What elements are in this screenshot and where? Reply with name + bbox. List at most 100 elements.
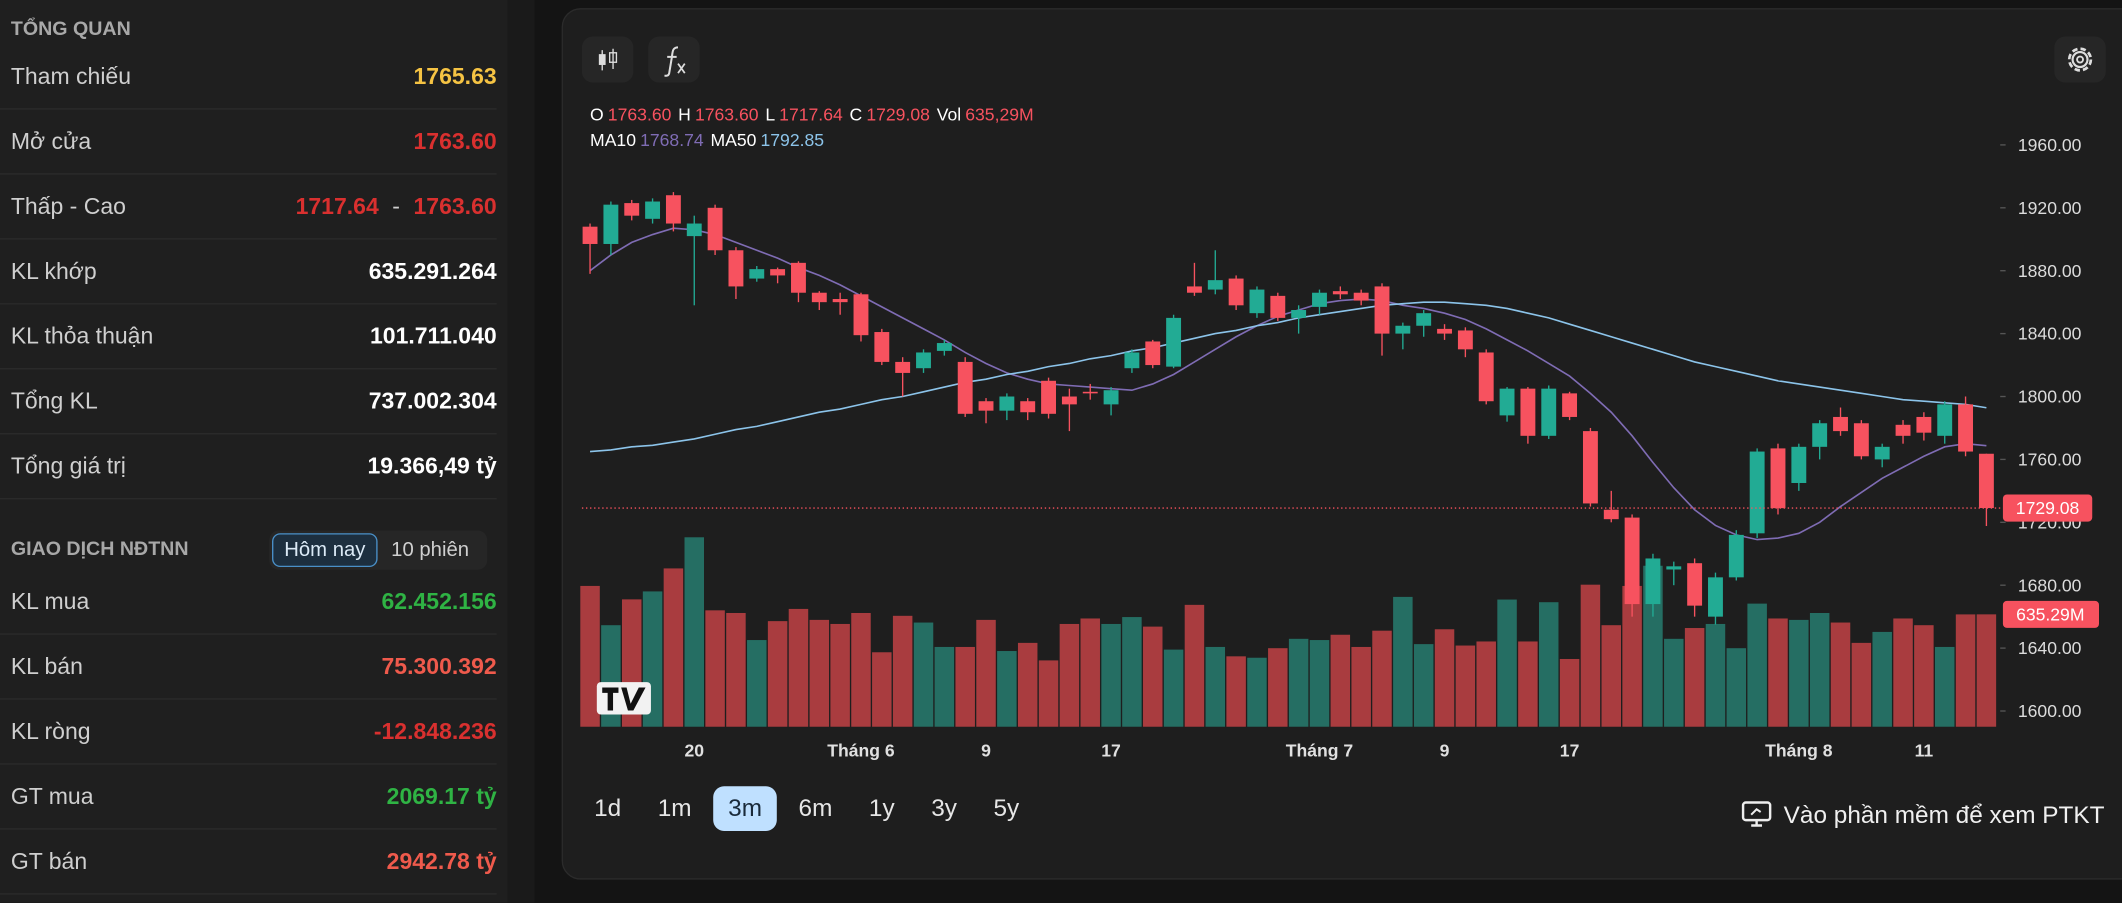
candle-body xyxy=(1145,341,1161,366)
range-button[interactable]: 3m xyxy=(713,786,777,831)
y-tick-label: 1920.00 xyxy=(2018,198,2082,218)
candle-body xyxy=(957,361,973,414)
volume-bar xyxy=(1080,618,1100,727)
range-button[interactable]: 1d xyxy=(594,794,622,822)
candle-body xyxy=(1958,404,1974,452)
row-value: 2942.78 tỷ xyxy=(386,847,497,874)
volume-bar xyxy=(1872,631,1892,727)
candle-body xyxy=(1416,313,1432,326)
volume-bar xyxy=(1809,612,1830,727)
indicator-tool[interactable] xyxy=(648,36,700,83)
candle-body xyxy=(1457,330,1473,350)
row-value: 1763.60 xyxy=(413,127,497,154)
candle-body xyxy=(1499,388,1515,416)
tv-logo xyxy=(596,682,651,715)
candle-body xyxy=(1395,325,1411,334)
range-button[interactable]: 3y xyxy=(931,794,957,822)
range-button[interactable]: 5y xyxy=(993,794,1020,822)
volume-bar xyxy=(1851,642,1872,727)
volume-bar xyxy=(1309,640,1330,727)
volume-tag-label: 635.29M xyxy=(2016,604,2084,624)
candle-body xyxy=(582,226,598,244)
volume-bar xyxy=(684,537,704,727)
volume-bar xyxy=(1288,638,1309,727)
open-software-link[interactable]: Vào phần mềm để xem PTKT xyxy=(1740,800,2105,830)
volume-bar xyxy=(1684,628,1705,727)
candle-body xyxy=(1437,328,1452,334)
candle-body xyxy=(749,269,765,279)
ma-line xyxy=(589,227,1987,541)
candle-body xyxy=(1312,292,1327,307)
y-tick-label: 1640.00 xyxy=(2018,638,2082,658)
volume-bar xyxy=(1914,625,1934,727)
row-label: KL thỏa thuận xyxy=(10,322,154,349)
volume-bar xyxy=(1476,641,1496,727)
volume-bar xyxy=(1059,623,1080,727)
volume-bar xyxy=(1934,646,1955,727)
candle-body xyxy=(811,292,827,303)
volume-bar xyxy=(1038,660,1059,727)
candle-body xyxy=(999,396,1015,411)
row-label: Tổng KL xyxy=(10,387,98,414)
row-value: 2069.17 tỷ xyxy=(386,782,497,809)
candle-body xyxy=(1041,380,1056,414)
candle-body xyxy=(1791,446,1807,483)
settings-button[interactable] xyxy=(2054,36,2106,83)
volume-bar xyxy=(1413,644,1434,727)
candle-body xyxy=(1562,393,1578,417)
candle-body xyxy=(853,294,869,336)
x-tick-label: Tháng 6 xyxy=(827,741,895,761)
volume-bar xyxy=(976,619,996,727)
candle-tool[interactable] xyxy=(581,36,634,83)
info-row: GT mua 2069.17 tỷ xyxy=(0,765,497,830)
row-value: 19.366,49 tỷ xyxy=(367,452,497,479)
info-panel: TỔNG QUAN GIAO DỊCH NĐTNN Hôm nay 10 phiê… xyxy=(0,0,508,903)
candle-body xyxy=(1228,278,1244,306)
row-value: 1717.64-1763.60 xyxy=(296,193,497,220)
volume-bar xyxy=(726,612,746,727)
range-button[interactable]: 1y xyxy=(868,794,895,822)
tab[interactable]: Hôm nay xyxy=(272,533,378,568)
candle-body xyxy=(1249,289,1265,314)
legend-value: 1729.08 xyxy=(866,104,930,125)
row-label: KL khớp xyxy=(10,257,97,284)
x-tick-label: 9 xyxy=(981,741,991,761)
volume-bar xyxy=(851,612,871,727)
candle-body xyxy=(1520,388,1536,436)
row-label: Mở cửa xyxy=(10,127,92,154)
candle-body xyxy=(1332,291,1348,295)
range-button[interactable]: 1m xyxy=(657,794,692,822)
price-tag xyxy=(2002,494,2093,522)
candle-body xyxy=(1749,451,1765,534)
legend-key: H xyxy=(678,104,691,125)
volume-bar xyxy=(788,608,809,727)
candle-body xyxy=(1978,453,1994,509)
candle-body xyxy=(791,262,806,293)
volume-tag xyxy=(2002,600,2099,628)
legend-value: 1768.74 xyxy=(640,129,704,151)
volume-bar xyxy=(1184,604,1205,727)
volume-bar xyxy=(1601,625,1622,727)
row-label: GT bán xyxy=(10,847,88,874)
info-row: KL thỏa thuận 101.711.040 xyxy=(0,304,497,370)
info-row: KL mua 62.452.156 xyxy=(0,570,497,635)
y-tick-label: 1960.00 xyxy=(2018,135,2082,155)
legend-value: 1717.64 xyxy=(779,104,843,125)
candle-body xyxy=(1624,517,1640,605)
low-value: 1717.64 xyxy=(295,192,379,219)
separator: - xyxy=(392,192,400,219)
info-row: KL khớp 635.291.264 xyxy=(0,240,497,305)
volume-bar xyxy=(1497,599,1517,727)
high-value: 1763.60 xyxy=(413,192,497,219)
row-label: KL bán xyxy=(10,652,83,679)
row-value: 101.711.040 xyxy=(369,322,497,349)
tab[interactable]: 10 phiên xyxy=(391,538,470,562)
info-row: Thấp - Cao 1717.64-1763.60 xyxy=(0,175,497,240)
info-row: Tổng giá trị 19.366,49 tỷ xyxy=(0,434,497,500)
ma-line xyxy=(589,301,1987,453)
candle-body xyxy=(1270,295,1286,318)
volume-bar xyxy=(1226,656,1246,727)
range-button[interactable]: 6m xyxy=(798,794,833,822)
candle-body xyxy=(1603,509,1619,520)
candle-body xyxy=(1916,416,1932,433)
